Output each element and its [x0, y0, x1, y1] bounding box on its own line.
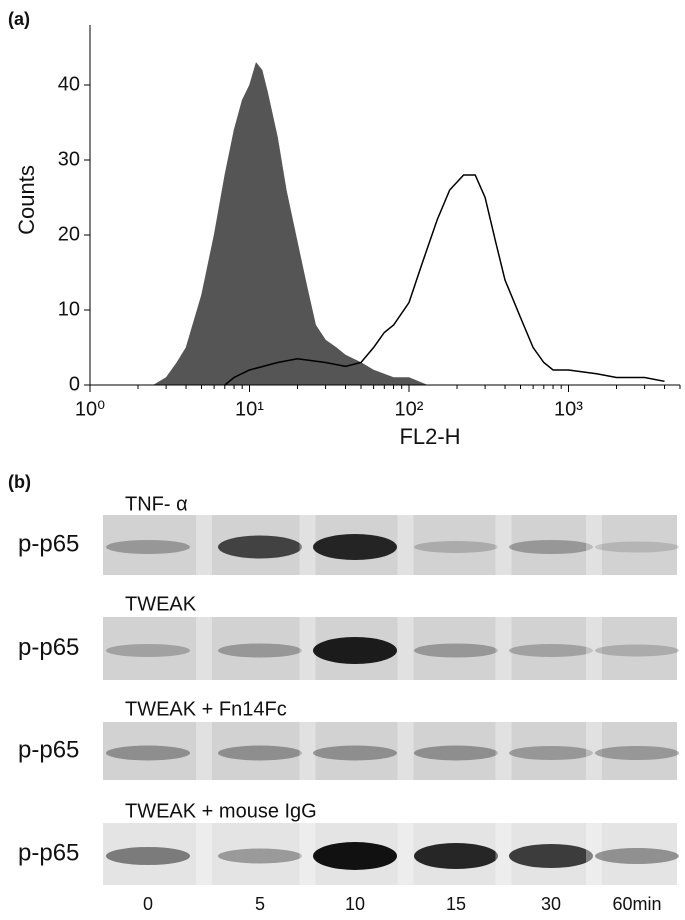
y-axis-label: Counts — [14, 165, 39, 235]
lane-gap — [299, 515, 316, 575]
y-tick-label: 40 — [58, 73, 80, 95]
blot-band — [509, 746, 593, 760]
protein-label: p-p65 — [18, 530, 79, 557]
blot-band — [218, 745, 302, 761]
blot-band — [313, 842, 397, 870]
lane-gap — [495, 722, 512, 780]
histogram-line — [224, 174, 665, 386]
lane-gap — [397, 722, 414, 780]
blot-band — [313, 745, 397, 761]
blot-band — [509, 844, 593, 868]
blot-band — [595, 746, 679, 760]
lane-label: 30 — [541, 894, 561, 914]
blot-band — [218, 848, 302, 864]
blot-row-label: TWEAK — [125, 593, 197, 615]
blot-band — [595, 848, 679, 864]
panel-label: (b) — [8, 472, 31, 492]
blot-band — [106, 847, 190, 865]
y-tick-label: 30 — [58, 148, 80, 170]
x-tick-label: 10² — [395, 398, 424, 420]
blot-band — [414, 541, 498, 553]
x-tick-label: 10³ — [554, 398, 583, 420]
lane-gap — [299, 617, 316, 680]
blot-band — [414, 843, 498, 869]
x-tick-label: 10¹ — [235, 398, 264, 420]
lane-gap — [196, 515, 212, 575]
protein-label: p-p65 — [18, 634, 79, 661]
lane-gap — [397, 515, 414, 575]
lane-gap — [397, 823, 414, 885]
y-tick-label: 20 — [58, 223, 80, 245]
lane-label: 0 — [143, 894, 153, 914]
y-tick-label: 0 — [69, 373, 80, 395]
lane-gap — [196, 823, 212, 885]
lane-gap — [196, 617, 212, 680]
blot-band — [313, 534, 397, 560]
blot-band — [414, 643, 498, 658]
lane-label: 15 — [446, 894, 466, 914]
lane-gap — [299, 823, 316, 885]
y-tick-label: 10 — [58, 298, 80, 320]
blot-band — [313, 637, 397, 664]
x-axis-label: FL2-H — [399, 424, 460, 449]
histogram-area — [152, 61, 428, 386]
blot-band — [218, 643, 302, 658]
lane-gap — [397, 617, 414, 680]
lane-gap — [586, 617, 602, 680]
x-tick-label: 10⁰ — [75, 398, 105, 420]
blot-row-label: TWEAK + mouse IgG — [125, 800, 317, 822]
blot-row-label: TNF- α — [125, 493, 188, 515]
lane-gap — [495, 617, 512, 680]
protein-label: p-p65 — [18, 839, 79, 866]
protein-label: p-p65 — [18, 736, 79, 763]
blot-band — [106, 644, 190, 657]
blot-row-label: TWEAK + Fn14Fc — [125, 698, 287, 720]
blot-band — [595, 644, 679, 657]
blot-band — [218, 535, 302, 559]
lane-gap — [299, 722, 316, 780]
panel-label: (a) — [8, 9, 30, 29]
lane-gap — [495, 515, 512, 575]
lane-gap — [586, 515, 602, 575]
lane-gap — [586, 823, 602, 885]
blot-band — [106, 540, 190, 554]
blot-band — [414, 745, 498, 761]
lane-label: 10 — [345, 894, 365, 914]
lane-label: 60min — [612, 894, 661, 914]
blot-strip — [103, 722, 677, 780]
blot-band — [509, 540, 593, 554]
blot-band — [595, 541, 679, 553]
blot-band — [509, 644, 593, 657]
lane-label: 5 — [255, 894, 265, 914]
lane-gap — [196, 722, 212, 780]
lane-gap — [495, 823, 512, 885]
lane-gap — [586, 722, 602, 780]
blot-band — [106, 745, 190, 761]
